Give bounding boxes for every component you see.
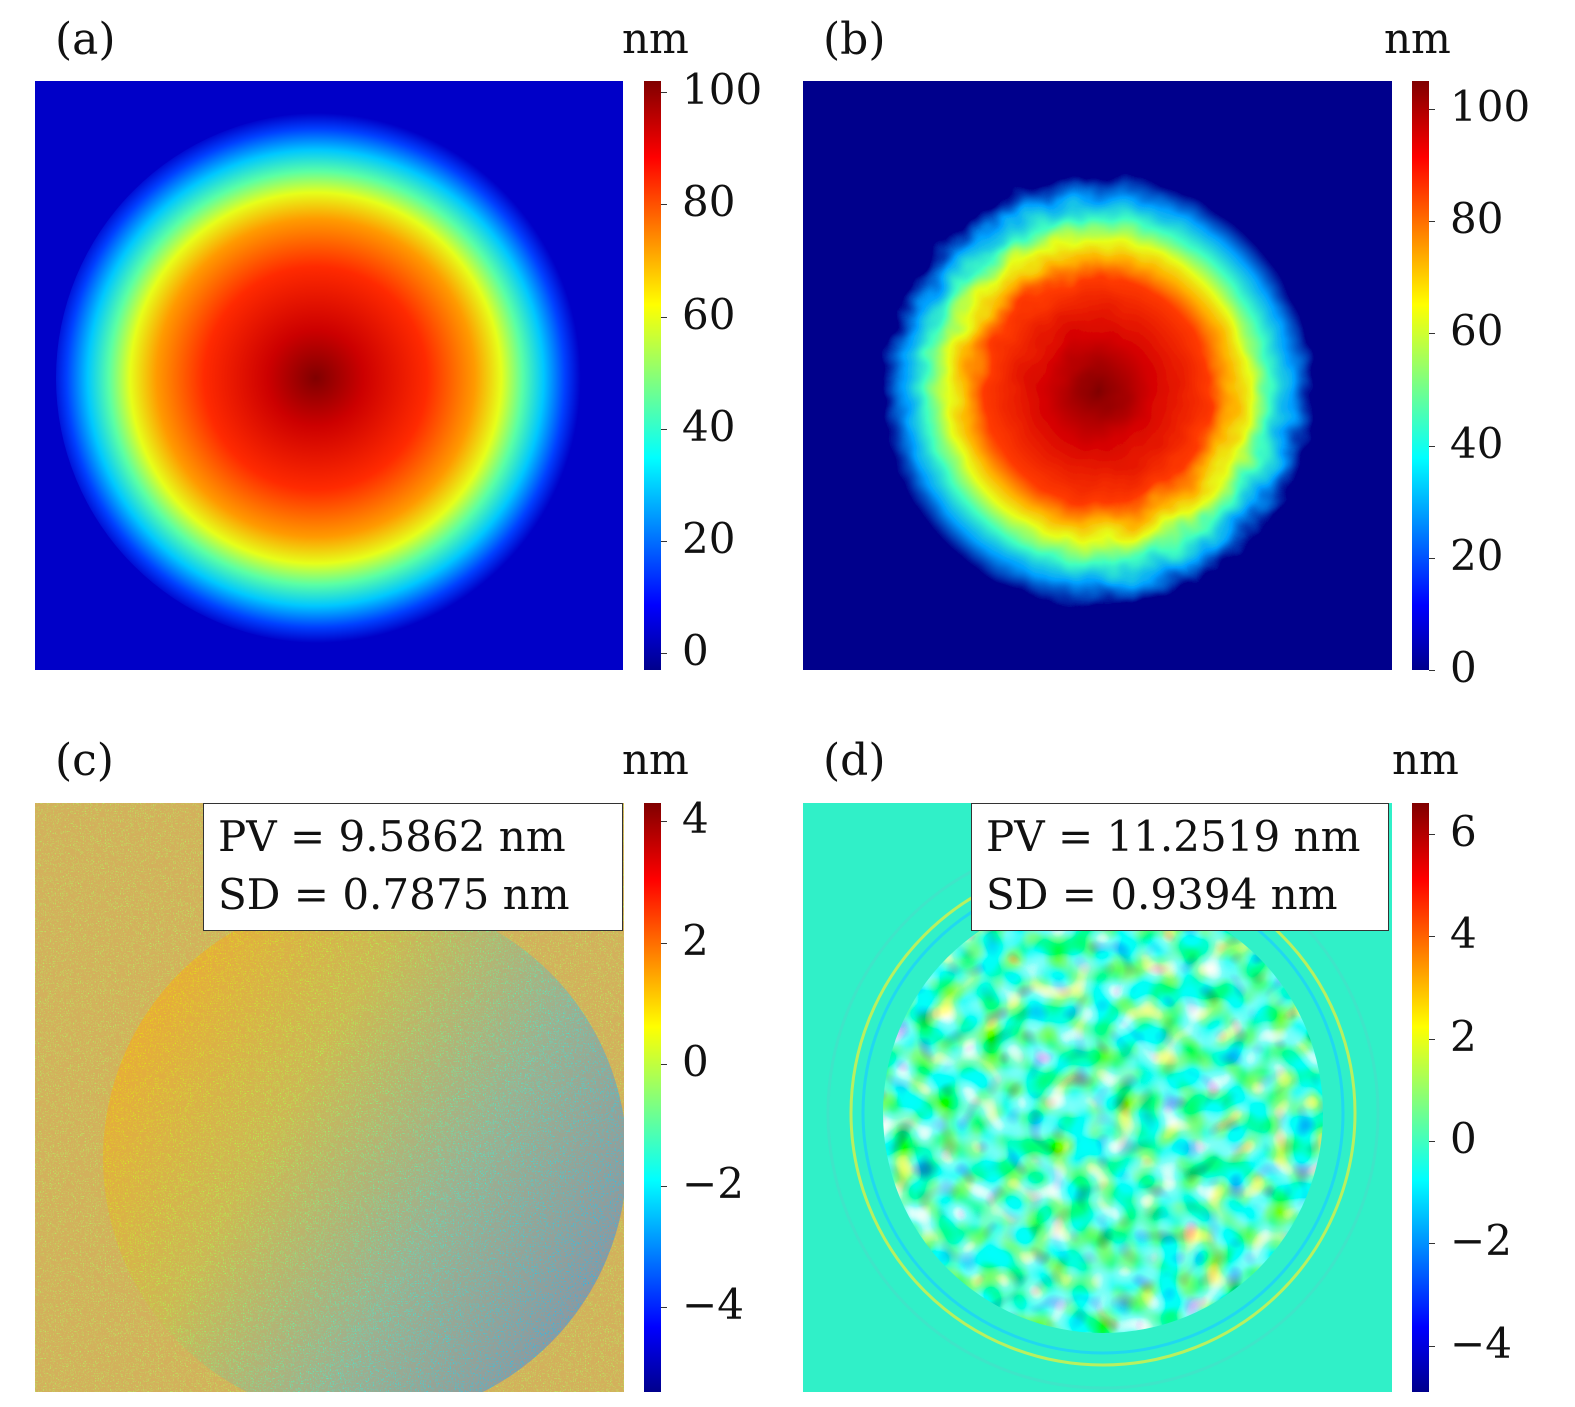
colorbar-tickmark-a-0 — [661, 653, 667, 655]
panel-label-b: (b) — [823, 14, 886, 65]
heatmap-b — [803, 81, 1392, 670]
dome-b — [883, 176, 1313, 606]
unit-label-b: nm — [1384, 14, 1451, 63]
colorbar-tickmark-d-1 — [1429, 936, 1435, 938]
colorbar-tick-label-c-3: −2 — [682, 1158, 744, 1208]
colorbar-tick-label-a-4: 80 — [682, 177, 736, 227]
panel-label-a: (a) — [55, 14, 116, 65]
colorbar-tickmark-b-3 — [1429, 333, 1435, 335]
dome-a — [56, 113, 586, 643]
heatmap-c — [35, 803, 624, 1392]
unit-label-d: nm — [1392, 735, 1459, 784]
colorbar-tick-label-b-0: 0 — [1450, 643, 1477, 692]
colorbar-tickmark-b-1 — [1429, 557, 1435, 559]
colorbar-tick-label-d-5: −4 — [1450, 1318, 1512, 1368]
stats-box-d: PV = 11.2519 nm SD = 0.9394 nm — [971, 803, 1389, 931]
colorbar-tickmark-a-4 — [661, 204, 667, 206]
colorbar-tick-label-c-2: 0 — [682, 1037, 709, 1087]
colorbar-tickmark-c-3 — [661, 1185, 667, 1187]
panel-label-c: (c) — [55, 735, 114, 786]
sd-text-d: SD = 0.9394 nm — [986, 870, 1338, 919]
colorbar-c — [644, 803, 661, 1392]
colorbar-tickmark-d-5 — [1429, 1345, 1435, 1347]
colorbar-tick-label-b-3: 60 — [1450, 306, 1504, 356]
colorbar-a — [644, 81, 661, 670]
unit-label-c: nm — [622, 735, 689, 784]
pv-text-d: PV = 11.2519 nm — [986, 812, 1361, 861]
colorbar-tick-label-c-1: 2 — [682, 915, 709, 965]
colorbar-tick-label-d-0: 6 — [1450, 806, 1477, 856]
colorbar-tickmark-b-4 — [1429, 221, 1435, 223]
colorbar-tickmark-d-4 — [1429, 1243, 1435, 1245]
colorbar-tick-label-d-3: 0 — [1450, 1114, 1477, 1164]
colorbar-tick-label-a-2: 40 — [682, 401, 736, 451]
panel-label-d: (d) — [823, 735, 886, 786]
colorbar-tick-label-a-0: 0 — [682, 626, 709, 676]
unit-label-a: nm — [622, 14, 689, 63]
colorbar-tick-label-c-4: −4 — [682, 1279, 744, 1329]
colorbar-tickmark-c-0 — [661, 821, 667, 823]
colorbar-tick-label-d-4: −2 — [1450, 1216, 1512, 1266]
colorbar-tick-label-b-1: 20 — [1450, 530, 1504, 580]
colorbar-b — [1412, 81, 1429, 670]
colorbar-tickmark-d-0 — [1429, 833, 1435, 835]
colorbar-tick-label-d-2: 2 — [1450, 1011, 1477, 1061]
colorbar-tickmark-a-3 — [661, 316, 667, 318]
colorbar-tick-label-d-1: 4 — [1450, 909, 1477, 959]
colorbar-tickmark-a-5 — [661, 92, 667, 94]
colorbar-tick-label-a-3: 60 — [682, 289, 736, 339]
colorbar-d — [1412, 803, 1429, 1392]
colorbar-tickmark-c-2 — [661, 1064, 667, 1066]
colorbar-tick-label-b-2: 40 — [1450, 418, 1504, 468]
colorbar-tickmark-b-0 — [1429, 670, 1435, 671]
colorbar-tick-label-b-4: 80 — [1450, 194, 1504, 244]
colorbar-tickmark-b-5 — [1429, 109, 1435, 111]
colorbar-tick-label-a-1: 20 — [682, 513, 736, 563]
colorbar-tickmark-d-2 — [1429, 1038, 1435, 1040]
colorbar-tickmark-b-2 — [1429, 445, 1435, 447]
colorbar-tick-label-a-5: 100 — [682, 65, 763, 115]
sd-text-c: SD = 0.7875 nm — [218, 870, 570, 919]
colorbar-tick-label-b-5: 100 — [1450, 82, 1531, 132]
stats-box-c: PV = 9.5862 nm SD = 0.7875 nm — [203, 803, 623, 931]
colorbar-tick-label-c-0: 4 — [682, 794, 709, 844]
colorbar-tickmark-d-3 — [1429, 1141, 1435, 1143]
colorbar-tickmark-a-1 — [661, 540, 667, 542]
colorbar-tickmark-c-4 — [661, 1306, 667, 1308]
colorbar-tickmark-c-1 — [661, 942, 667, 944]
pv-text-c: PV = 9.5862 nm — [218, 812, 566, 861]
heatmap-a — [35, 81, 623, 670]
colorbar-tickmark-a-2 — [661, 428, 667, 430]
ripple-pattern-d — [883, 893, 1323, 1333]
